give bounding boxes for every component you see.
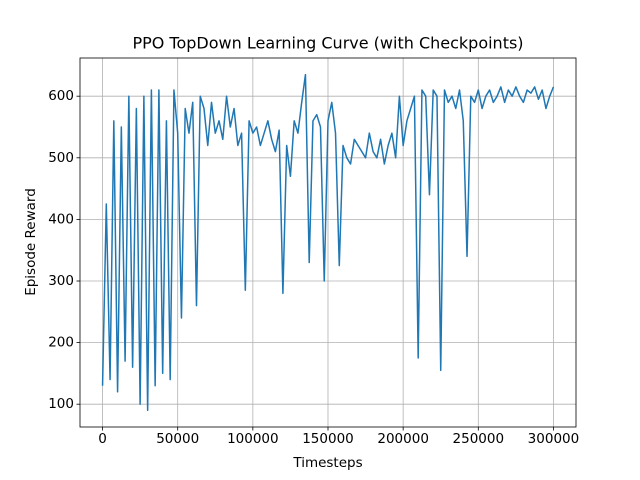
plot-frame — [79, 57, 577, 428]
x-tick-label: 150000 — [302, 431, 354, 447]
line-series — [101, 73, 555, 412]
y-tick-label: 500 — [48, 150, 74, 166]
x-tick-label: 200000 — [377, 431, 429, 447]
y-tick-label: 200 — [48, 335, 74, 351]
y-tick-label: 100 — [48, 396, 74, 412]
y-tick-label: 400 — [48, 211, 74, 227]
x-tick-label: 100000 — [227, 431, 279, 447]
y-axis-label: Episode Reward — [23, 188, 39, 296]
x-tick-label: 250000 — [453, 431, 505, 447]
y-tick-label: 300 — [48, 273, 74, 289]
x-tick-label: 300000 — [528, 431, 580, 447]
x-tick-label: 50000 — [156, 431, 199, 447]
chart-title: PPO TopDown Learning Curve (with Checkpo… — [132, 34, 523, 53]
x-axis-label: Timesteps — [292, 455, 362, 471]
x-tick-label: 0 — [98, 431, 107, 447]
y-tick-label: 600 — [48, 88, 74, 104]
